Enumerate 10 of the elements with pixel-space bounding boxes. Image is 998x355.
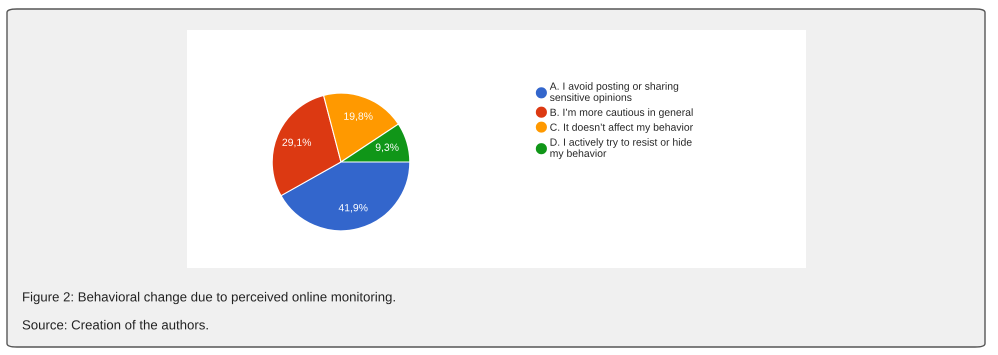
data-label: 19,8% — [344, 112, 373, 122]
data-label: 41,9% — [338, 204, 368, 213]
source-note: Source: Creation of the authors. — [22, 320, 208, 330]
legend-label: D. I actively try to resist or hide my behavior — [550, 138, 692, 160]
data-label: 29,1% — [282, 138, 312, 148]
legend-label: B. I’m more cautious in general — [550, 108, 693, 118]
caption: Figure 2: Behavioral change due to perceived online monitoring. — [23, 292, 395, 304]
legend-label: C. It doesn’t affect my behavior — [550, 123, 693, 133]
legend-label: A. I avoid posting or sharing sensitive opinions — [550, 82, 678, 104]
data-label: 9,3% — [376, 144, 399, 152]
